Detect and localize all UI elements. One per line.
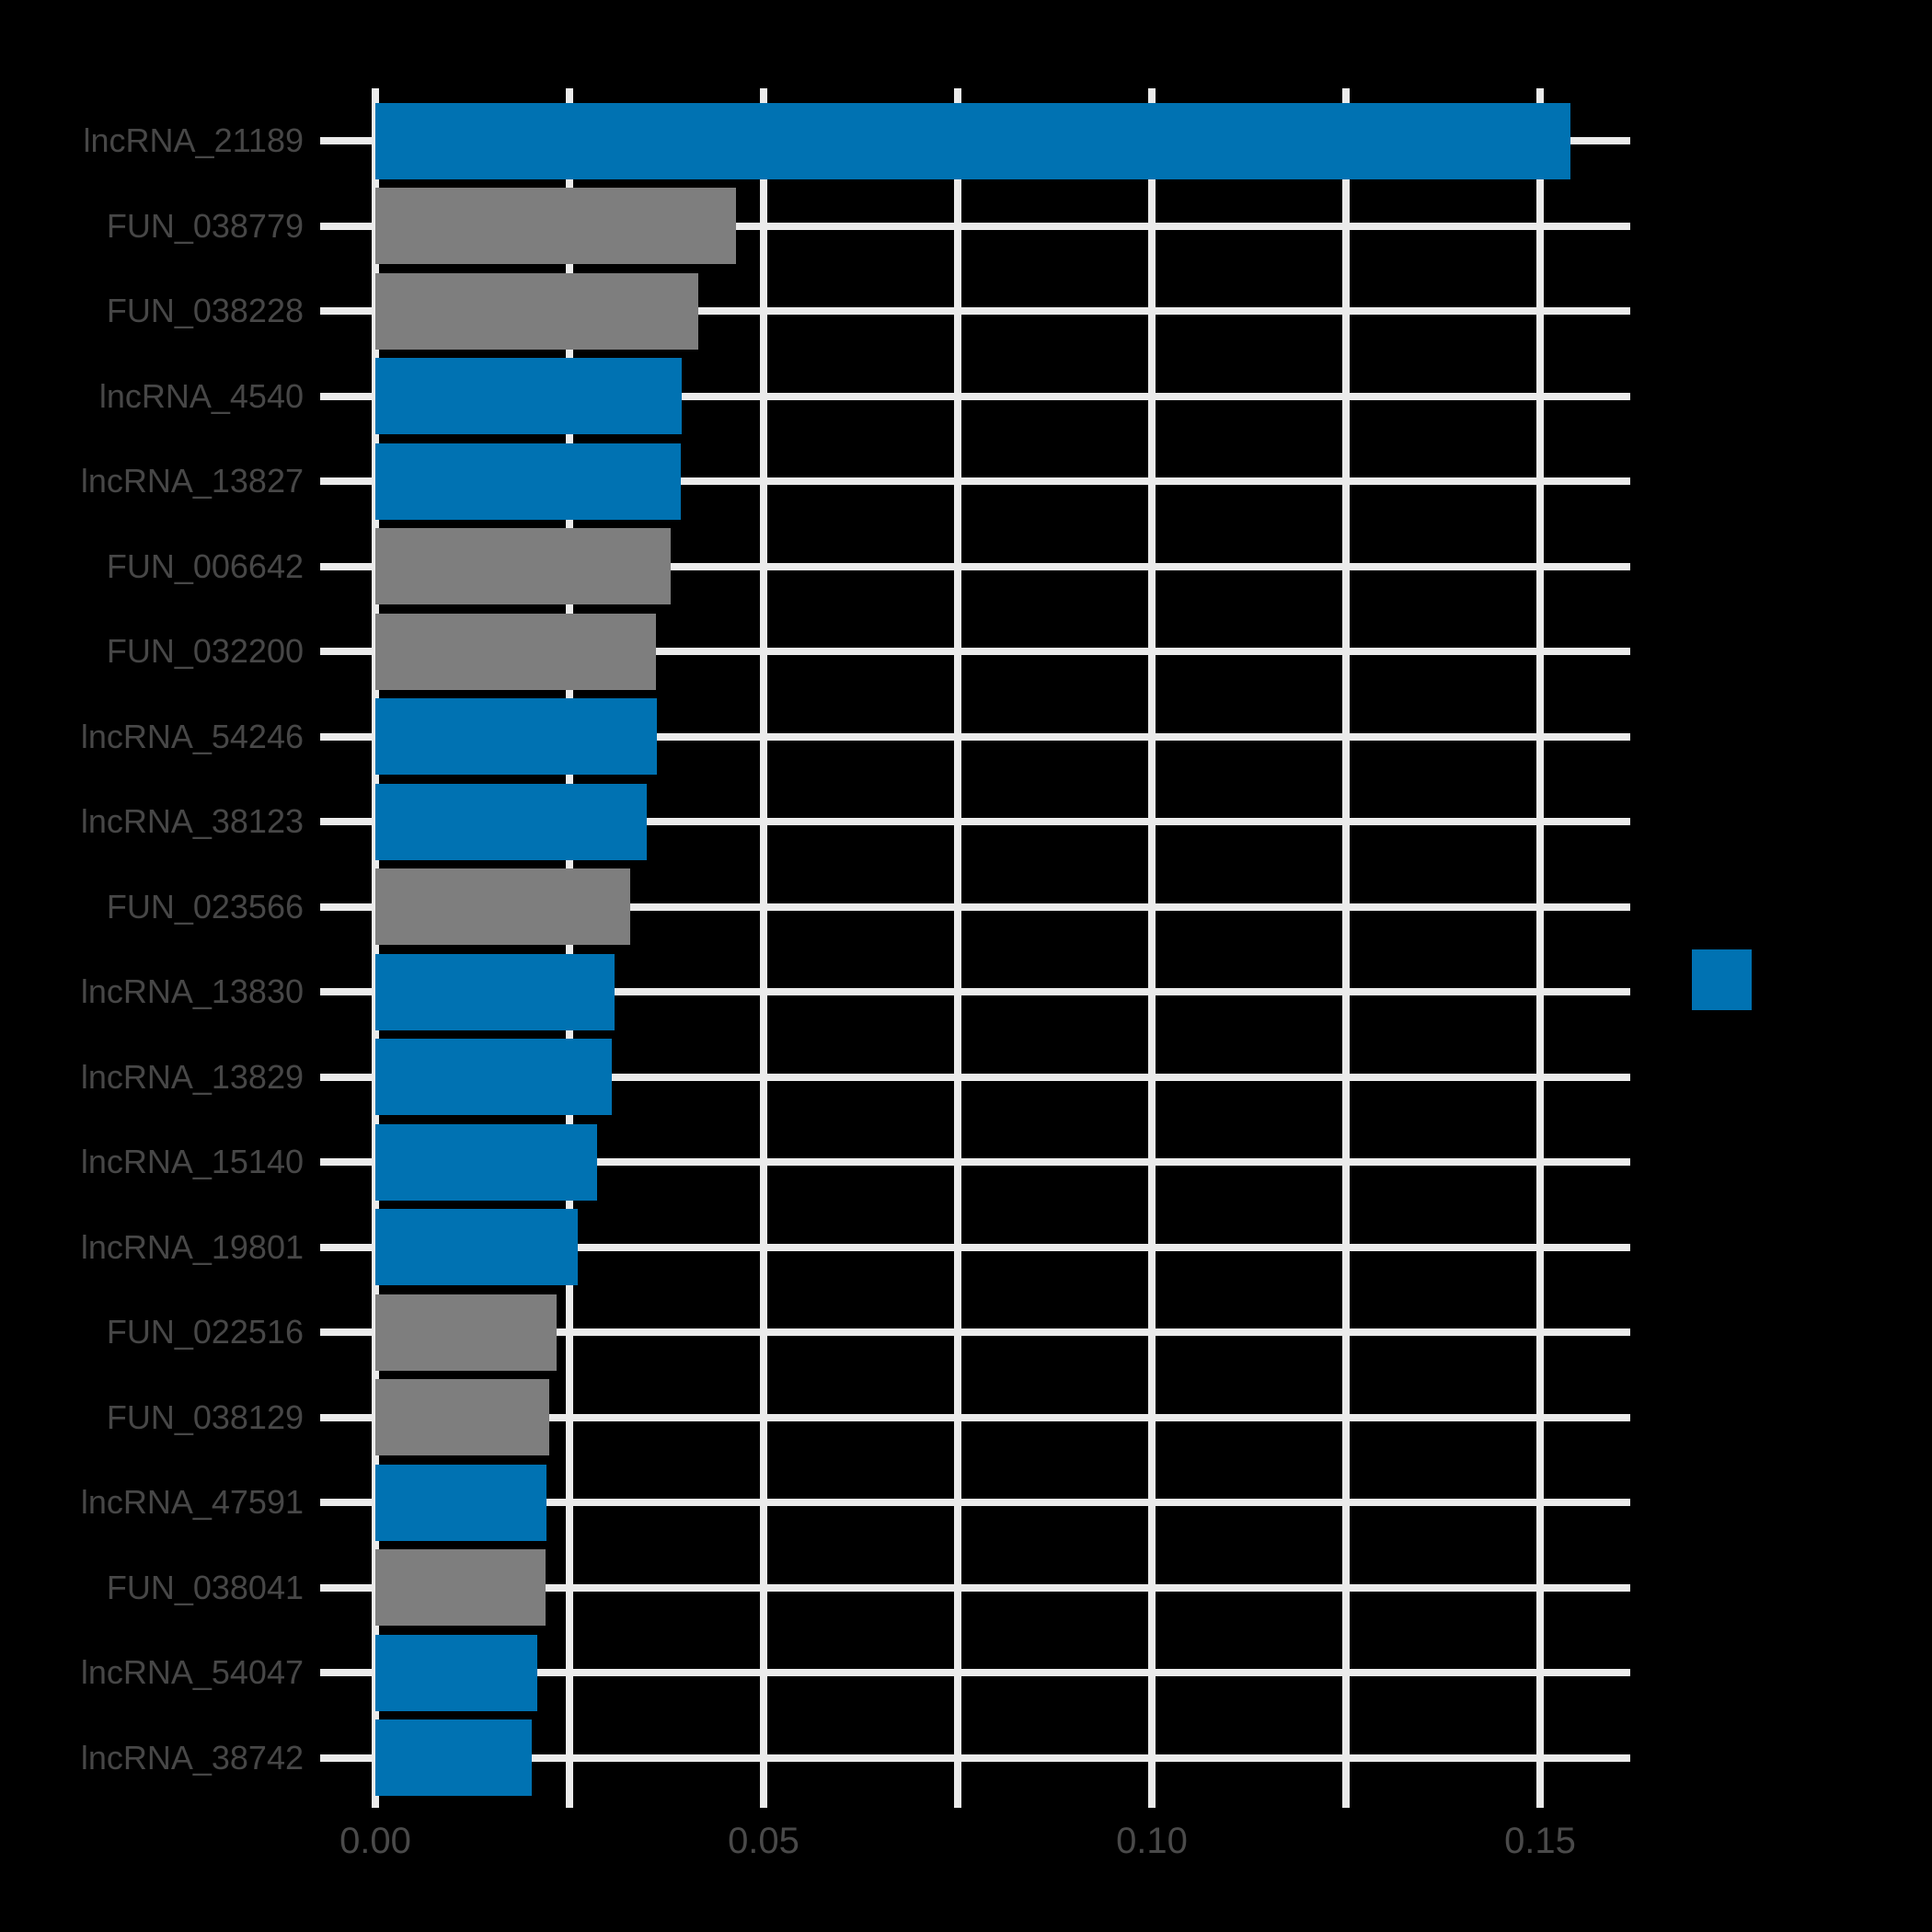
- x-gridline: [1148, 88, 1156, 1808]
- bar-lncRNA_54047: [375, 1634, 537, 1711]
- y-gridline: [375, 562, 1630, 570]
- x-tick-label: 0.00: [339, 1821, 411, 1861]
- bar-lncRNA_15140: [375, 1123, 597, 1201]
- y-axis-label: lncRNA_38742: [80, 1738, 304, 1777]
- bar-lncRNA_13830: [375, 953, 615, 1030]
- y-gridline: [375, 1754, 1630, 1762]
- y-axis-label: lncRNA_54246: [80, 717, 304, 755]
- y-tick-mark: [320, 1754, 375, 1762]
- bar-lncRNA_13829: [375, 1039, 612, 1115]
- y-gridline: [375, 1499, 1630, 1506]
- bar-FUN_038779: [375, 188, 736, 264]
- y-axis-label: lncRNA_13830: [80, 972, 304, 1010]
- y-gridline: [375, 903, 1630, 911]
- y-gridline: [375, 1669, 1630, 1676]
- y-tick-mark: [320, 1328, 375, 1336]
- bar-FUN_038228: [375, 272, 698, 350]
- y-tick-mark: [320, 1583, 375, 1592]
- y-axis-label: lncRNA_13827: [80, 462, 304, 500]
- y-axis-label: FUN_038129: [106, 1397, 304, 1436]
- y-tick-mark: [320, 1499, 375, 1506]
- y-axis-label: lncRNA_4540: [98, 376, 304, 415]
- bar-FUN_038041: [375, 1549, 546, 1626]
- x-gridline: [954, 88, 961, 1808]
- y-axis-label: FUN_006642: [106, 546, 304, 585]
- y-gridline: [375, 1328, 1630, 1336]
- y-axis-label: FUN_038779: [106, 206, 304, 245]
- bar-FUN_032200: [375, 613, 656, 690]
- y-gridline: [375, 1413, 1630, 1421]
- y-gridline: [375, 988, 1630, 995]
- y-tick-mark: [320, 307, 375, 315]
- y-tick-mark: [320, 818, 375, 825]
- bar-lncRNA_38742: [375, 1719, 532, 1796]
- y-axis-label: FUN_038228: [106, 292, 304, 329]
- x-gridline: [566, 88, 573, 1808]
- y-gridline: [375, 732, 1630, 741]
- y-gridline: [375, 307, 1630, 315]
- y-tick-mark: [320, 732, 375, 741]
- bar-lncRNA_21189: [375, 102, 1570, 179]
- y-gridline: [375, 818, 1630, 825]
- y-axis-label: lncRNA_19801: [80, 1227, 304, 1266]
- y-gridline: [375, 392, 1630, 400]
- y-gridline: [375, 1583, 1630, 1592]
- y-tick-mark: [320, 1243, 375, 1251]
- bar-FUN_006642: [375, 528, 671, 604]
- x-tick-label: 0.15: [1504, 1821, 1576, 1861]
- y-tick-mark: [320, 392, 375, 400]
- y-axis-label: lncRNA_13829: [80, 1057, 304, 1096]
- bar-lncRNA_54246: [375, 698, 657, 775]
- y-tick-mark: [320, 648, 375, 655]
- y-tick-mark: [320, 903, 375, 911]
- y-axis-label: FUN_022516: [106, 1313, 304, 1351]
- y-axis-label: FUN_032200: [106, 632, 304, 670]
- y-tick-mark: [320, 137, 375, 144]
- x-gridline: [372, 88, 379, 1808]
- x-gridline: [760, 88, 767, 1808]
- y-gridline: [375, 1158, 1630, 1166]
- bar-FUN_022516: [375, 1294, 557, 1371]
- y-axis-label: lncRNA_21189: [83, 121, 304, 159]
- y-tick-mark: [320, 1073, 375, 1081]
- y-gridline: [375, 648, 1630, 655]
- y-axis-label: FUN_038041: [106, 1568, 304, 1606]
- y-tick-mark: [320, 988, 375, 995]
- y-gridline: [375, 1243, 1630, 1251]
- y-gridline: [375, 1073, 1630, 1081]
- y-axis-label: lncRNA_47591: [80, 1483, 304, 1521]
- y-tick-mark: [320, 1669, 375, 1676]
- y-tick-mark: [320, 562, 375, 570]
- bar-lncRNA_4540: [375, 358, 682, 434]
- bar-lncRNA_47591: [375, 1464, 546, 1541]
- x-tick-label: 0.10: [1116, 1821, 1188, 1861]
- y-tick-mark: [320, 1413, 375, 1421]
- y-axis-label: FUN_023566: [106, 887, 304, 926]
- x-gridline: [1536, 88, 1544, 1808]
- x-tick-label: 0.05: [728, 1821, 799, 1861]
- bar-lncRNA_13827: [375, 443, 681, 520]
- x-gridline: [1342, 88, 1350, 1808]
- y-axis-label: lncRNA_38123: [80, 802, 304, 840]
- y-tick-mark: [320, 1158, 375, 1166]
- legend-swatch-lncRNA: [1692, 949, 1752, 1010]
- bar-FUN_023566: [375, 868, 630, 945]
- bar-lncRNA_19801: [375, 1209, 578, 1285]
- y-axis-label: lncRNA_15140: [80, 1143, 304, 1180]
- y-gridline: [375, 222, 1630, 230]
- bar-FUN_038129: [375, 1379, 549, 1455]
- y-tick-mark: [320, 222, 375, 230]
- y-axis-label: lncRNA_54047: [80, 1653, 304, 1691]
- bar-lncRNA_38123: [375, 783, 647, 860]
- y-tick-mark: [320, 477, 375, 485]
- y-gridline: [375, 477, 1630, 485]
